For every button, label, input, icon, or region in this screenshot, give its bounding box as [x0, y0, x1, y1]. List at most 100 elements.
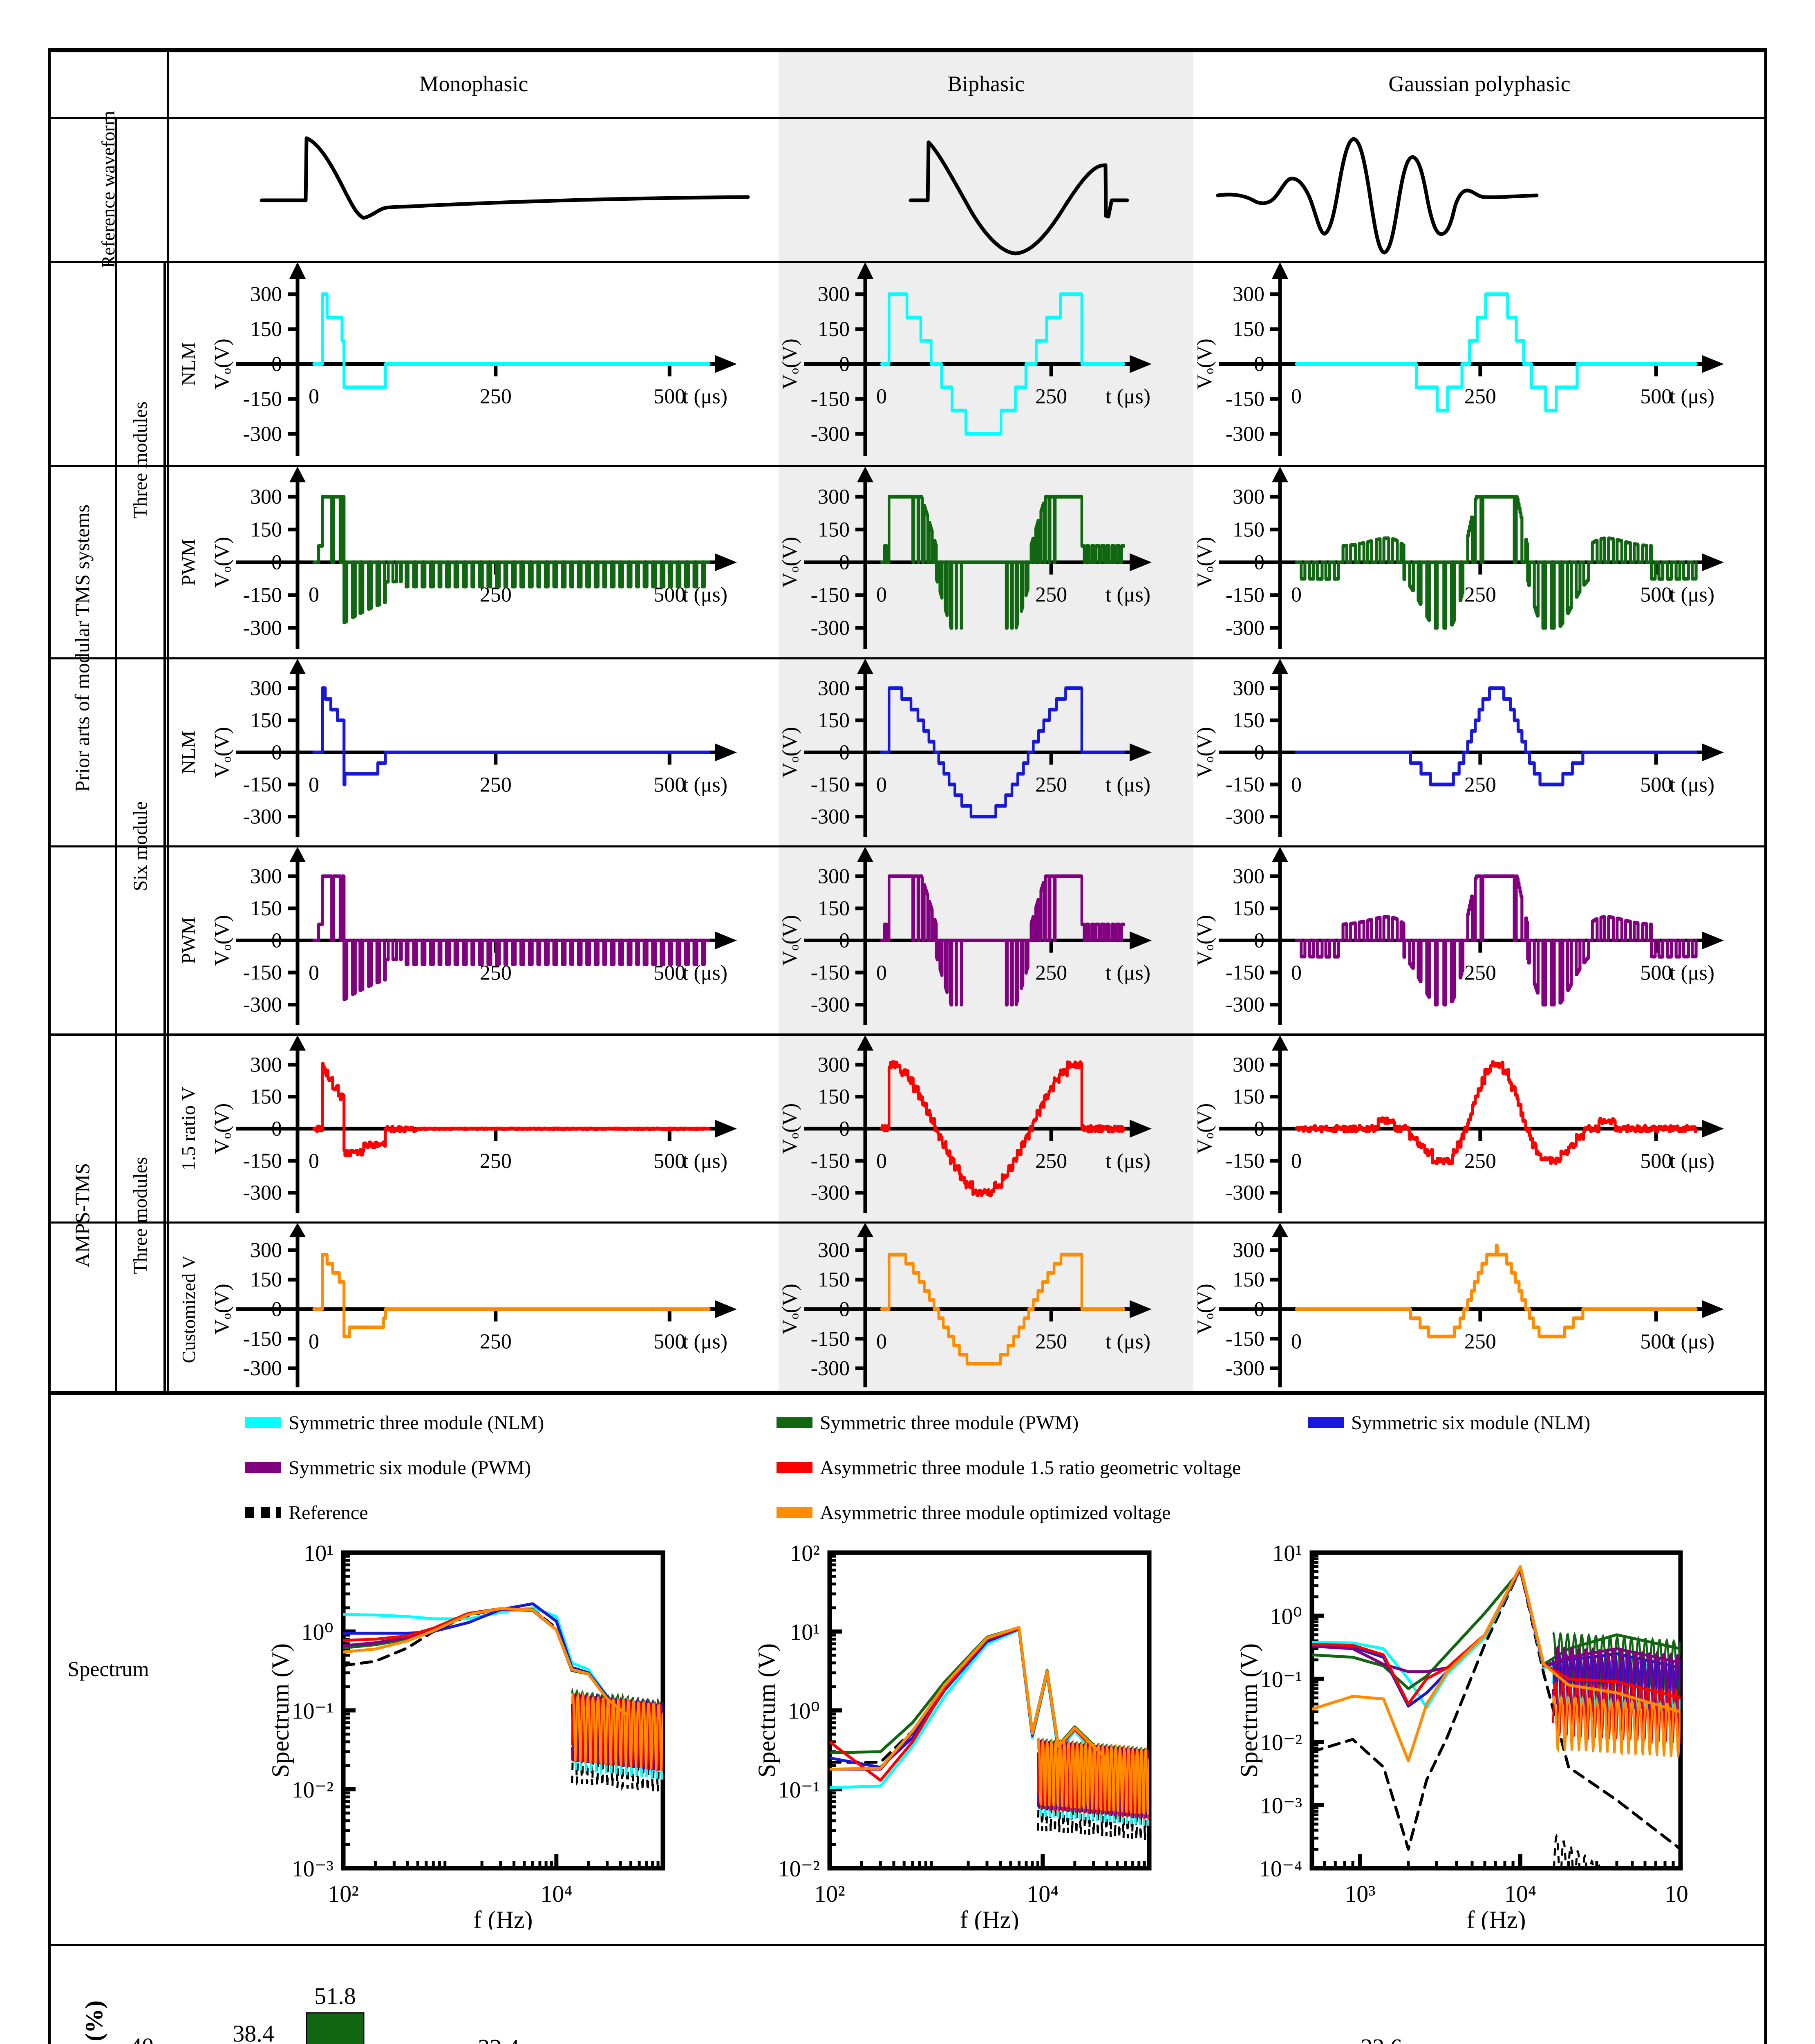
ytick-300: 300 — [818, 283, 850, 306]
ytick-10⁻³: 10⁻³ — [292, 1856, 333, 1882]
bar-ytick-40: 40 — [130, 2033, 154, 2044]
legend-item-customv: Asymmetric three module optimized voltag… — [777, 1502, 1170, 1524]
ytick--300: -300 — [243, 422, 282, 446]
rule-row4-bottom — [48, 1033, 1767, 1036]
xaxis-label: f (Hz) — [474, 1906, 533, 1930]
ytick-300: 300 — [818, 865, 850, 888]
xaxis-label: t (μs) — [1106, 961, 1150, 985]
rule-col-level1 — [115, 117, 117, 1395]
row-label-pwm3-text: PWM — [177, 539, 199, 586]
ytick-300: 300 — [1233, 1053, 1264, 1076]
legend-swatch-reference — [245, 1507, 281, 1518]
ytick--300: -300 — [1226, 422, 1264, 446]
xtick-0: 0 — [1291, 583, 1302, 607]
xtick-0: 0 — [309, 385, 319, 408]
ytick--150: -150 — [243, 773, 282, 796]
xtick-500: 500 — [1640, 385, 1672, 408]
bar-value-label-0-3: 33.4 — [478, 2035, 519, 2044]
legend-swatch-pwm3 — [777, 1417, 812, 1428]
xtick-0: 0 — [309, 961, 319, 985]
ytick-300: 300 — [250, 677, 282, 700]
ytick--150: -150 — [811, 1149, 850, 1172]
xaxis-label: t (μs) — [1670, 1150, 1714, 1173]
spectrum-series-6-tail — [571, 1692, 663, 1771]
legend-row-3: Reference Asymmetric three module optimi… — [245, 1496, 1757, 1529]
ytick-0: 0 — [1254, 741, 1264, 764]
ytick-10⁻⁴: 10⁻⁴ — [1259, 1856, 1302, 1882]
rule-spectrum-bottom — [48, 1944, 1767, 1946]
row-label-nlm3-text: NLM — [177, 342, 199, 386]
ytick-10⁻³: 10⁻³ — [1260, 1793, 1302, 1819]
waveform-panel-nlm6-gaussian: 300 150 0 -150 -300 Vₒ(V) 0 250 500 t (μs) — [1193, 659, 1766, 845]
xaxis-label: t (μs) — [1106, 773, 1150, 797]
ytick-0: 0 — [271, 1298, 282, 1321]
row-group-label-prior-arts: Prior arts of modular TMS systems — [49, 263, 115, 1033]
svg-text:Vₒ(V): Vₒ(V) — [211, 1103, 234, 1154]
waveform-trace-nlm6-biphasic — [880, 686, 1126, 818]
legend-item-nlm3: Symmetric three module (NLM) — [245, 1412, 777, 1434]
ytick-150: 150 — [818, 318, 850, 341]
bar-value-label-0-0: 38.4 — [233, 2020, 274, 2044]
xtick-250: 250 — [1464, 1330, 1496, 1354]
rule-row5-bottom — [48, 1221, 1767, 1224]
xtick-250: 250 — [1035, 773, 1067, 797]
ytick--150: -150 — [1226, 584, 1264, 607]
ytick--150: -150 — [243, 1149, 282, 1172]
ytick--300: -300 — [243, 993, 282, 1016]
xtick-0: 0 — [309, 1150, 319, 1173]
ytick-150: 150 — [250, 518, 282, 541]
ytick-150: 150 — [1233, 1268, 1264, 1291]
ytick--300: -300 — [1226, 1357, 1264, 1380]
waveform-panel-ratio15-biphasic: 300 150 0 -150 -300 Vₒ(V) 0 250 t (μs) — [779, 1036, 1193, 1221]
xtick-0: 0 — [876, 583, 887, 607]
reference-waveform-monophasic — [213, 123, 752, 258]
xtick-10³: 10³ — [1345, 1880, 1375, 1907]
ytick--300: -300 — [1226, 616, 1264, 640]
xaxis-label: t (μs) — [1670, 773, 1714, 797]
xaxis-label: t (μs) — [683, 385, 727, 408]
xtick-250: 250 — [1035, 1330, 1067, 1354]
waveform-panel-pwm6-biphasic: 300 150 0 -150 -300 Vₒ(V) 0 250 t (μs) — [779, 847, 1193, 1033]
spectrum-series-2-tail — [571, 1688, 663, 1767]
ytick--300: -300 — [243, 1181, 282, 1205]
distortion-bar-chart: 02040Distortion (%)38.451.828.833.424.22… — [49, 1946, 1766, 2044]
svg-text:Vₒ(V): Vₒ(V) — [1193, 1103, 1216, 1154]
ytick--150: -150 — [243, 1327, 282, 1351]
ytick-0: 0 — [839, 741, 850, 764]
reference-waveform-biphasic — [899, 123, 1144, 258]
waveform-trace-customv-gaussian — [1295, 1244, 1698, 1338]
spectrum-series-0 — [1312, 1567, 1681, 1851]
svg-text:Vₒ(V): Vₒ(V) — [779, 1284, 801, 1335]
waveform-trace-pwm3-gaussian — [1295, 495, 1698, 630]
svg-text:Vₒ(V): Vₒ(V) — [779, 1103, 801, 1154]
xaxis-label: f (Hz) — [1467, 1906, 1526, 1930]
spectrum-biphasic: 10² 10¹ 10⁰ 10⁻¹ 10⁻² 10² 10⁴ Spectrum (V) f (Hz… — [748, 1537, 1157, 1933]
ytick-300: 300 — [250, 865, 282, 888]
waveform-panel-pwm3-gaussian: 300 150 0 -150 -300 Vₒ(V) 0 250 500 t (μs) — [1193, 467, 1766, 657]
ytick--300: -300 — [811, 422, 850, 446]
xaxis-label: t (μs) — [1670, 583, 1714, 607]
xtick-10²: 10² — [328, 1880, 358, 1907]
waveform-panel-nlm6-biphasic: 300 150 0 -150 -300 Vₒ(V) 0 250 t (μs) — [779, 659, 1193, 845]
ytick--300: -300 — [811, 616, 850, 640]
column-header-monophasic-label: Monophasic — [419, 72, 528, 96]
ytick--150: -150 — [811, 1327, 850, 1351]
row-label-reference-waveform-text: Reference waveform — [97, 110, 119, 268]
ytick--300: -300 — [1226, 805, 1264, 828]
ytick-10⁻²: 10⁻² — [1260, 1730, 1302, 1755]
row-label-ratio15: 1.5 ratio V — [166, 1036, 211, 1221]
ytick-150: 150 — [250, 1085, 282, 1109]
xtick-0: 0 — [1291, 773, 1302, 797]
xaxis-label: t (μs) — [1670, 385, 1714, 408]
waveform-panel-nlm3-gaussian: 300 150 0 -150 -300 Vₒ(V) 0 250 500 t (μs) — [1193, 263, 1766, 465]
waveform-panel-customv-monophasic: 300 150 0 -150 -300 Vₒ(V) 0 250 500 t (μs) — [211, 1224, 779, 1395]
row-group-label-three-modules-amps: Three modules — [117, 1036, 163, 1395]
spectrum-gaussian: 10¹ 10⁰ 10⁻¹ 10⁻² 10⁻³ 10⁻⁴ 10³ 10⁴ 10⁵ Spectrum … — [1230, 1537, 1696, 1933]
ytick--150: -150 — [243, 961, 282, 984]
ytick-150: 150 — [250, 1268, 282, 1291]
ytick-150: 150 — [1233, 709, 1264, 732]
svg-text:Vₒ(V): Vₒ(V) — [211, 1284, 234, 1335]
xtick-250: 250 — [1464, 1150, 1496, 1173]
xtick-500: 500 — [1640, 961, 1672, 985]
ytick-300: 300 — [250, 283, 282, 306]
